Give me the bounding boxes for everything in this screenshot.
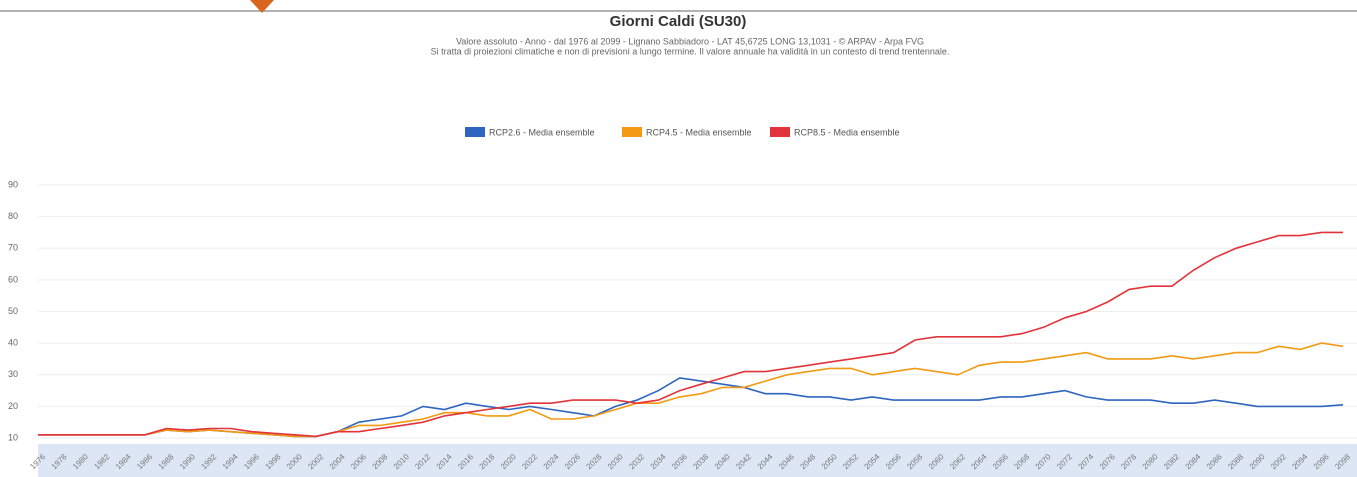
y-tick-label: 80 xyxy=(8,211,18,221)
legend-swatch xyxy=(770,127,790,137)
legend-label: RCP4.5 - Media ensemble xyxy=(646,127,752,137)
y-tick-label: 10 xyxy=(8,432,18,442)
y-tick-label: 60 xyxy=(8,274,18,284)
y-tick-label: 30 xyxy=(8,369,18,379)
legend-swatch xyxy=(465,127,485,137)
chart-subtitle: Valore assoluto - Anno - dal 1976 al 209… xyxy=(456,36,924,46)
navigator xyxy=(38,444,1357,477)
series-line xyxy=(38,231,1343,438)
y-tick-label: 70 xyxy=(8,243,18,253)
y-tick-label: 20 xyxy=(8,401,18,411)
series-line xyxy=(38,342,1344,438)
y-tick-label: 50 xyxy=(8,306,18,316)
marker-icon xyxy=(250,0,274,13)
y-tick-label: 90 xyxy=(8,179,18,189)
chart-subtitle: Si tratta di proiezioni climatiche e non… xyxy=(431,46,950,56)
legend-label: RCP8.5 - Media ensemble xyxy=(794,127,900,137)
legend-swatch xyxy=(622,127,642,137)
chart-title: Giorni Caldi (SU30) xyxy=(610,13,747,30)
y-tick-label: 40 xyxy=(8,338,18,348)
legend-label: RCP2.6 - Media ensemble xyxy=(489,127,595,137)
